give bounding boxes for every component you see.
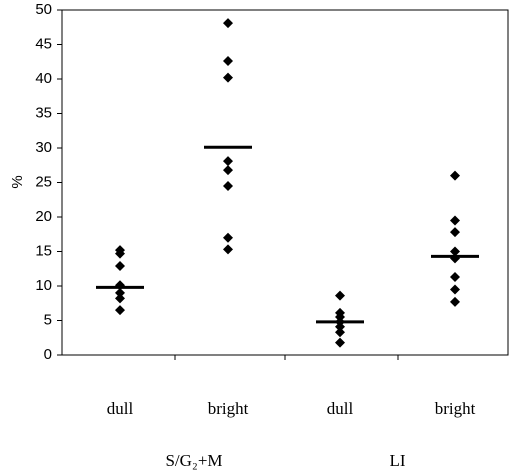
point — [335, 321, 345, 332]
point — [450, 227, 460, 238]
x-tick-label: dull — [327, 399, 354, 418]
point — [223, 18, 233, 29]
y-tick-label: 30 — [35, 139, 52, 156]
y-tick-label: 35 — [35, 104, 52, 121]
plot-frame — [61, 9, 509, 356]
point — [335, 337, 345, 348]
group-label: S/G₂+M — [165, 451, 222, 470]
point — [115, 260, 125, 271]
y-tick-label: 10 — [35, 277, 52, 294]
point — [223, 180, 233, 191]
group-label: LI — [389, 451, 405, 470]
x-tick-label: bright — [435, 399, 476, 418]
point — [223, 72, 233, 83]
point — [223, 56, 233, 67]
y-tick-label: 15 — [35, 242, 52, 259]
point — [223, 156, 233, 167]
point — [335, 327, 345, 338]
x-tick-label: dull — [107, 399, 134, 418]
y-tick-label: 25 — [35, 173, 52, 190]
y-tick-label: 50 — [35, 1, 52, 18]
point — [450, 170, 460, 181]
point — [450, 272, 460, 283]
y-tick-label: 40 — [35, 70, 52, 87]
point — [450, 284, 460, 295]
point — [223, 165, 233, 176]
point — [450, 296, 460, 307]
point — [115, 248, 125, 259]
y-tick-label: 45 — [35, 35, 52, 52]
y-tick-label: 5 — [44, 311, 52, 328]
point — [450, 215, 460, 226]
point — [335, 290, 345, 301]
point — [223, 244, 233, 255]
y-tick-label: 20 — [35, 208, 52, 225]
point — [450, 246, 460, 257]
point — [115, 293, 125, 304]
x-tick-label: bright — [208, 399, 249, 418]
point — [223, 232, 233, 243]
y-tick-label: 0 — [44, 346, 52, 363]
y-axis-label: % — [9, 175, 26, 188]
point — [115, 305, 125, 316]
point — [115, 287, 125, 298]
